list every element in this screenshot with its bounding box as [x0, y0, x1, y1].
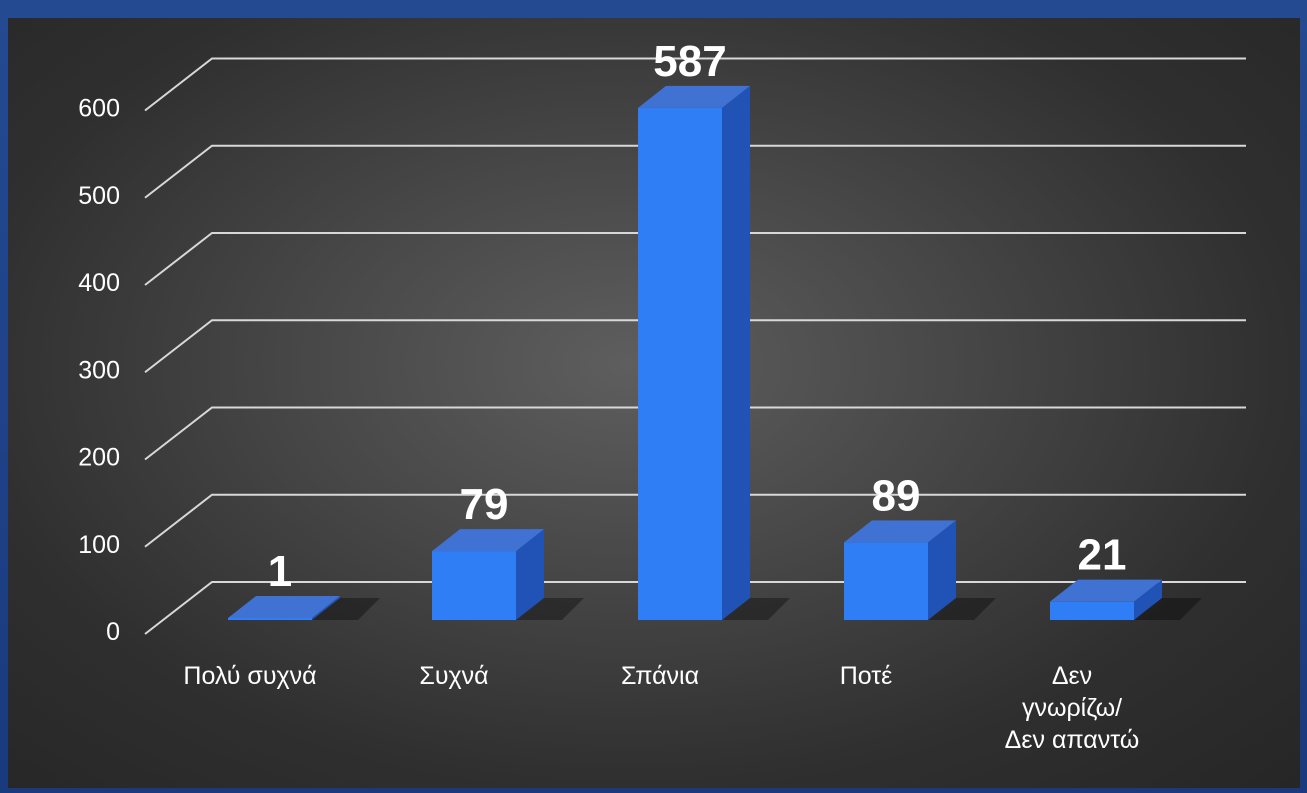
y-tick-label: 300: [78, 356, 120, 384]
data-label: 79: [460, 480, 509, 529]
gridline: [144, 406, 1246, 461]
bar: [228, 596, 380, 620]
bar: [638, 85, 790, 620]
gridline: [144, 57, 1246, 112]
y-tick-label: 400: [78, 269, 120, 297]
x-category-label: Ποτέ: [840, 662, 893, 690]
data-label: 587: [653, 37, 726, 86]
x-axis-categories: Πολύ συχνά Συχνά Σπάνια Ποτέ Δεν γνωρίζω/Δεν …: [183, 662, 1139, 754]
data-label: 89: [872, 471, 921, 520]
y-tick-label: 500: [78, 182, 120, 210]
y-tick-label: 200: [78, 444, 120, 472]
x-category-label: Δεν γνωρίζω/Δεν απαντώ: [1005, 662, 1140, 754]
gridline: [144, 232, 1246, 286]
gridline: [144, 144, 1246, 199]
x-category-label: Πολύ συχνά: [183, 662, 316, 690]
bar: [844, 520, 996, 620]
x-category-label: Συχνά: [419, 662, 488, 690]
y-tick-label: 600: [78, 95, 120, 123]
gridlines: [144, 57, 1246, 635]
bar: [432, 529, 584, 620]
y-tick-label: 0: [106, 618, 120, 646]
y-axis-ticks: 0 100 200 300 400 500 600: [78, 95, 120, 647]
bar: [1050, 579, 1202, 620]
data-label: 1: [268, 547, 292, 596]
gridline: [144, 319, 1246, 374]
gridline: [144, 493, 1246, 548]
bars: [228, 85, 1202, 620]
data-label: 21: [1078, 531, 1127, 580]
y-tick-label: 100: [78, 531, 120, 559]
x-category-label: Σπάνια: [621, 662, 699, 690]
data-labels: 1 79 587 89 21: [268, 37, 1127, 596]
